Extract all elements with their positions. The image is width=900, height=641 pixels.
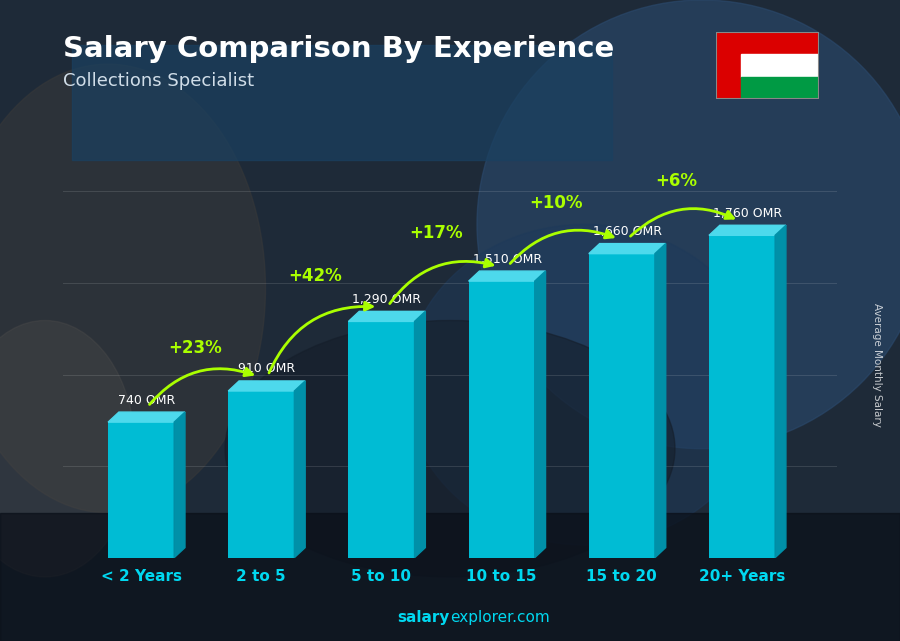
Polygon shape: [709, 225, 786, 235]
Text: Average Monthly Salary: Average Monthly Salary: [872, 303, 883, 428]
Ellipse shape: [225, 320, 675, 577]
Polygon shape: [535, 271, 545, 558]
Bar: [348, 321, 415, 558]
Text: 740 OMR: 740 OMR: [118, 394, 176, 406]
Text: +10%: +10%: [529, 194, 582, 212]
Text: Salary Comparison By Experience: Salary Comparison By Experience: [63, 35, 614, 63]
Text: +17%: +17%: [409, 224, 463, 242]
Text: 1,290 OMR: 1,290 OMR: [353, 293, 421, 306]
Text: 910 OMR: 910 OMR: [238, 362, 295, 376]
Text: 1,660 OMR: 1,660 OMR: [593, 225, 662, 238]
Polygon shape: [469, 271, 545, 281]
Polygon shape: [415, 312, 426, 558]
Text: +23%: +23%: [168, 339, 222, 357]
Bar: [72, 45, 612, 160]
Ellipse shape: [477, 0, 900, 449]
Polygon shape: [348, 312, 426, 321]
Polygon shape: [229, 381, 305, 391]
Polygon shape: [589, 244, 666, 254]
Text: 1,510 OMR: 1,510 OMR: [472, 253, 542, 265]
Bar: [709, 235, 775, 558]
Bar: [108, 422, 175, 558]
Polygon shape: [655, 244, 666, 558]
Polygon shape: [294, 381, 305, 558]
Polygon shape: [108, 412, 185, 422]
Bar: [469, 281, 535, 558]
Text: 1,760 OMR: 1,760 OMR: [713, 207, 782, 220]
Bar: [589, 254, 655, 558]
FancyArrowPatch shape: [631, 208, 734, 236]
Ellipse shape: [405, 224, 765, 545]
Ellipse shape: [0, 64, 266, 513]
Polygon shape: [775, 225, 786, 558]
Polygon shape: [175, 412, 185, 558]
Text: +6%: +6%: [655, 172, 697, 190]
Text: explorer.com: explorer.com: [450, 610, 550, 625]
Text: +42%: +42%: [289, 267, 342, 285]
Bar: [229, 391, 294, 558]
FancyArrowPatch shape: [149, 369, 252, 404]
Bar: [742, 54, 819, 77]
FancyArrowPatch shape: [269, 303, 373, 373]
Bar: [742, 77, 819, 99]
Text: Collections Specialist: Collections Specialist: [63, 72, 254, 90]
Text: salary: salary: [398, 610, 450, 625]
Bar: [0, 513, 900, 641]
FancyArrowPatch shape: [510, 230, 613, 263]
FancyArrowPatch shape: [390, 260, 492, 304]
Ellipse shape: [0, 320, 135, 577]
